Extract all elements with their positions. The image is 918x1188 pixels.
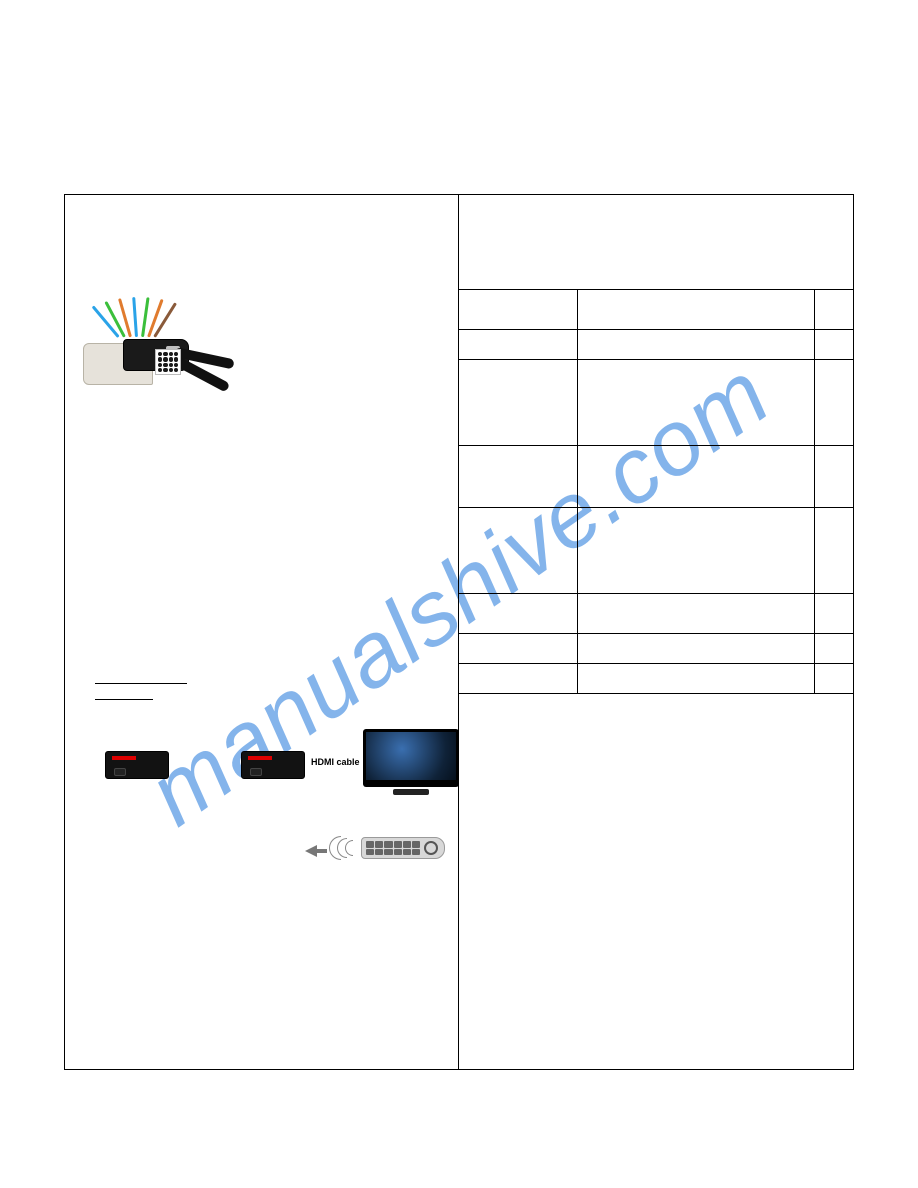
table-row xyxy=(459,290,854,330)
spec-cell xyxy=(814,664,854,694)
section-underline xyxy=(95,699,153,700)
page: manualshive.com xyxy=(0,0,918,1188)
spec-cell xyxy=(577,360,814,446)
ir-signal-icon xyxy=(327,837,357,859)
extender-tx-unit xyxy=(105,751,169,779)
table-row xyxy=(459,360,854,446)
table-row xyxy=(459,594,854,634)
right-column xyxy=(459,195,853,1069)
table-row xyxy=(459,330,854,360)
spec-cell xyxy=(577,446,814,508)
display-tv xyxy=(363,729,459,795)
table-row xyxy=(459,508,854,594)
spec-cell xyxy=(459,446,578,508)
table-row xyxy=(459,446,854,508)
spec-cell xyxy=(577,664,814,694)
table-row xyxy=(459,664,854,694)
spec-cell xyxy=(459,290,578,330)
ir-direction-arrow-icon xyxy=(305,845,317,857)
document-sheet: HDMI cable xyxy=(64,194,854,1070)
spec-cell xyxy=(459,360,578,446)
spec-cell xyxy=(459,594,578,634)
section-underline xyxy=(95,683,187,684)
spec-cell xyxy=(459,664,578,694)
spec-cell xyxy=(814,290,854,330)
spec-cell xyxy=(577,594,814,634)
spec-cell xyxy=(814,594,854,634)
remote-control xyxy=(361,837,445,859)
connection-diagram: HDMI cable xyxy=(83,729,448,889)
spec-cell xyxy=(459,330,578,360)
spec-cell xyxy=(814,446,854,508)
left-column: HDMI cable xyxy=(65,195,459,1069)
specifications-table xyxy=(458,289,854,694)
hdmi-cable-label: HDMI cable xyxy=(311,757,360,767)
spec-cell xyxy=(814,508,854,594)
spec-cell xyxy=(814,634,854,664)
spec-cell xyxy=(459,634,578,664)
spec-cell xyxy=(459,508,578,594)
spec-cell xyxy=(577,330,814,360)
table-row xyxy=(459,634,854,664)
pin-matrix-icon xyxy=(155,349,181,375)
spec-cell xyxy=(577,290,814,330)
spec-cell xyxy=(814,330,854,360)
spec-cell xyxy=(577,508,814,594)
cable-crimping-illustration xyxy=(83,303,253,423)
spec-cell xyxy=(577,634,814,664)
spec-cell xyxy=(814,360,854,446)
extender-rx-unit xyxy=(241,751,305,779)
